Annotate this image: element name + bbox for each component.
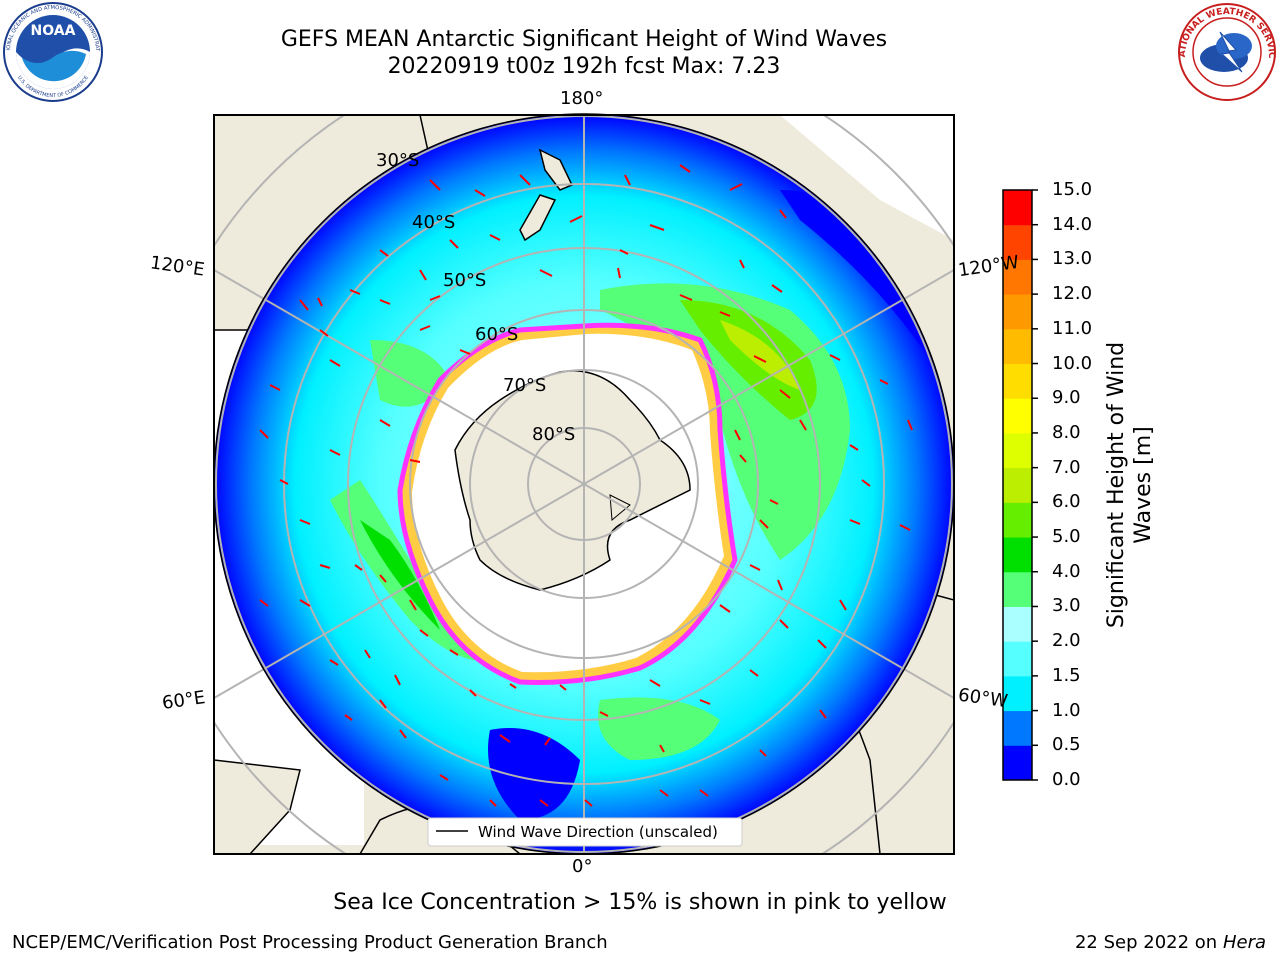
- noaa-logo: NOAA NATIONAL OCEANIC AND ATMOSPHERIC AD…: [2, 2, 103, 102]
- wind-wave-arrows: [259, 164, 913, 807]
- lat-label-30s: 30°S: [376, 150, 420, 171]
- colorbar-segment: [1003, 363, 1032, 399]
- colorbar-label: Significant Height of Wind Waves [m]: [1103, 342, 1157, 628]
- title-line-1: GEFS MEAN Antarctic Significant Height o…: [280, 27, 888, 52]
- colorbar-tick-label: 4.0: [1052, 560, 1081, 582]
- colorbar-tick-label: 1.0: [1052, 699, 1081, 721]
- colorbar-tick-label: 9.0: [1052, 387, 1081, 409]
- colorbar-segment: [1003, 294, 1032, 330]
- legend-text: Wind Wave Direction (unscaled): [478, 823, 718, 841]
- colorbar-segment: [1003, 571, 1032, 607]
- machine-name: Hera: [1222, 932, 1266, 953]
- colorbar-tick-label: 15.0: [1052, 179, 1093, 200]
- credit-text: NCEP/EMC/Verification Post Processing Pr…: [12, 932, 608, 953]
- colorbar-tick-label: 5.0: [1052, 526, 1081, 548]
- outside-projection-right: [780, 115, 954, 240]
- colorbar-tick-label: 0.0: [1052, 769, 1081, 790]
- colorbar-segment: [1003, 641, 1032, 677]
- colorbar-tick-label: 6.0: [1052, 491, 1081, 513]
- colorbar-segment: [1003, 467, 1032, 503]
- colorbar-segment: [1003, 224, 1032, 260]
- lat-label-40s: 40°S: [412, 212, 456, 233]
- lon-label-0: 0°: [572, 856, 593, 877]
- colorbar-tick-label: 12.0: [1052, 283, 1093, 305]
- lon-label-180: 180°: [560, 88, 604, 109]
- colorbar-tick-label: 14.0: [1052, 213, 1093, 235]
- colorbar-label-line-1: Significant Height of Wind: [1104, 341, 1129, 629]
- colorbar-tick-label: 13.0: [1052, 248, 1093, 270]
- colorbar-tick-label: 1.5: [1052, 664, 1081, 686]
- sea-ice-note: Sea Ice Concentration > 15% is shown in …: [333, 890, 947, 915]
- colorbar-tick-label: 2.0: [1052, 630, 1081, 652]
- colorbar-frame: [1002, 189, 1033, 781]
- colorbar-segment: [1003, 745, 1032, 781]
- sea-ice-edge: [397, 322, 738, 685]
- graticule: [214, 115, 954, 854]
- colorbar: [1003, 189, 1038, 781]
- date-stamp: 22 Sep 2022 on Hera: [1075, 932, 1266, 953]
- land-antarctica: [454, 370, 691, 591]
- high-wave-region-core: [680, 300, 817, 420]
- colorbar-tick-label: 3.0: [1052, 595, 1081, 617]
- plot-frame: [213, 114, 955, 855]
- colorbar-segment: [1003, 675, 1032, 712]
- colorbar-tick-label: 11.0: [1052, 317, 1093, 339]
- colorbar-segment: [1003, 259, 1032, 295]
- colorbar-tick-label: 7.0: [1052, 456, 1081, 478]
- land-madagascar: [214, 759, 301, 854]
- colorbar-label-line-2: Waves [m]: [1131, 426, 1156, 544]
- land-new-zealand-south: [519, 194, 557, 242]
- colorbar-tick-label: 8.0: [1052, 421, 1081, 443]
- land-new-zealand-north: [538, 148, 574, 191]
- colorbar-segment: [1003, 398, 1032, 434]
- colorbar-segment: [1003, 606, 1032, 642]
- colorbar-segment: [1003, 328, 1032, 365]
- lat-label-50s: 50°S: [443, 270, 487, 291]
- lat-label-70s: 70°S: [503, 375, 547, 396]
- colorbar-segment: [1003, 502, 1032, 538]
- colorbar-tick-label: 0.5: [1052, 734, 1081, 756]
- legend-box: [427, 817, 743, 847]
- noaa-logo-text: NOAA: [31, 23, 76, 39]
- colorbar-segment: [1003, 537, 1032, 573]
- calm-region-south: [488, 728, 580, 820]
- nws-logo: NATIONAL WEATHER SERVICE: [1176, 2, 1276, 101]
- wave-region-south: [598, 697, 720, 760]
- colorbar-segment: [1003, 710, 1032, 746]
- colorbar-segment: [1003, 190, 1032, 226]
- lat-label-80s: 80°S: [532, 424, 576, 445]
- date-text: 22 Sep 2022 on: [1074, 932, 1218, 953]
- colorbar-segment: [1003, 432, 1032, 469]
- lat-label-60s: 60°S: [475, 324, 519, 345]
- colorbar-tick-label: 10.0: [1052, 352, 1093, 374]
- title-line-2: 20220919 t00z 192h fcst Max: 7.23: [387, 54, 781, 79]
